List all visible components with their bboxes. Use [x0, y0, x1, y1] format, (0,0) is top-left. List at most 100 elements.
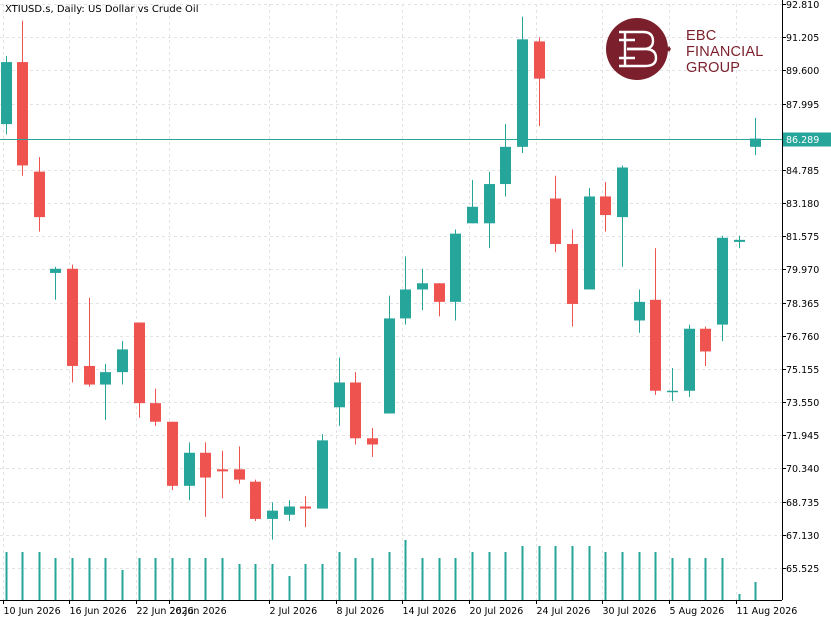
candle-body [334, 382, 345, 408]
candle [217, 450, 228, 499]
x-tick-label: 22 Jun 2026 [137, 606, 194, 617]
y-tick-label: 73.550 [786, 398, 819, 409]
candle-body [267, 510, 278, 519]
y-tick-label: 68.735 [786, 498, 819, 509]
candle [300, 496, 311, 528]
candle [17, 20, 28, 176]
candle [600, 181, 611, 232]
symbol-label: XTIUSD.s, Daily: [5, 4, 85, 15]
candle-body [517, 39, 528, 147]
candle-body [600, 196, 611, 216]
x-tick-label: 5 Aug 2026 [670, 606, 725, 617]
y-tick-label: 81.575 [786, 232, 819, 243]
candle [667, 368, 678, 402]
candle [617, 165, 628, 267]
y-tick-label: 87.995 [786, 100, 819, 111]
candle-body [750, 138, 761, 147]
candle [67, 264, 78, 383]
candle-body [1, 62, 12, 125]
candle-body [650, 299, 661, 391]
candle-body [50, 268, 61, 273]
candle [334, 357, 345, 426]
candle [650, 248, 661, 395]
x-tick-label: 30 Jul 2026 [603, 606, 657, 617]
logo-line-1: EBC [686, 28, 717, 44]
volume-bars [5, 540, 757, 600]
y-tick-label: 67.130 [786, 531, 819, 542]
y-tick-label: 89.600 [786, 66, 819, 77]
candle [400, 256, 411, 325]
candle-body [534, 41, 545, 79]
candle [284, 500, 295, 521]
candle [384, 295, 395, 414]
candle [200, 442, 211, 517]
x-tick-label: 8 Jul 2026 [337, 606, 385, 617]
candle-body [284, 506, 295, 515]
candle [750, 117, 761, 156]
candle-body [467, 206, 478, 224]
candle-body [134, 322, 145, 404]
candle-body [667, 390, 678, 393]
candle [184, 442, 195, 501]
current-price-label: 86.289 [786, 135, 819, 146]
candle [684, 324, 695, 397]
x-tick-label: 10 Jun 2026 [4, 606, 61, 617]
candle-body [400, 289, 411, 319]
candle [117, 341, 128, 385]
y-axis-labels: 92.810 91.205 89.600 87.995 84.785 83.180 81.5… [786, 0, 819, 575]
candle [34, 157, 45, 232]
candle-body [300, 506, 311, 509]
candle [634, 289, 645, 333]
candle-body [634, 301, 645, 321]
x-tick-label: 11 Aug 2026 [737, 606, 798, 617]
x-tick-label: 14 Jul 2026 [403, 606, 457, 617]
candle-body [434, 283, 445, 302]
candle [167, 421, 178, 490]
candle-body [384, 318, 395, 414]
ebc-logo-mark [606, 18, 671, 80]
y-tick-label: 76.760 [786, 332, 819, 343]
y-tick-label: 83.180 [786, 199, 819, 210]
y-tick-label: 84.785 [786, 166, 819, 177]
candle [717, 235, 728, 342]
candle-body [250, 481, 261, 519]
candle-body [367, 438, 378, 445]
candle [84, 297, 95, 387]
logo-line-3: GROUP [686, 60, 741, 76]
candle-body [100, 372, 111, 385]
y-tick-label: 91.205 [786, 33, 819, 44]
candle [534, 37, 545, 127]
candle [467, 179, 478, 224]
current-price-tag [783, 132, 831, 147]
candle-body [234, 469, 245, 480]
candle-body [34, 171, 45, 218]
candle [567, 229, 578, 327]
candle-body [84, 365, 95, 385]
candle-body [450, 233, 461, 302]
candle-body [350, 382, 361, 439]
current-price-line: 86.289 [0, 132, 831, 147]
symbol-description: US Dollar vs Crude Oil [87, 4, 199, 15]
y-tick-label: 75.155 [786, 365, 819, 376]
y-tick-label: 65.525 [786, 564, 819, 575]
candle [517, 16, 528, 154]
chart-grid [0, 4, 782, 600]
candle [450, 229, 461, 321]
candle-body [617, 167, 628, 218]
y-tick-label: 92.810 [786, 0, 819, 11]
candle [1, 55, 12, 135]
candle [484, 171, 495, 249]
candle [234, 446, 245, 484]
candle [267, 502, 278, 540]
candle [500, 124, 511, 197]
candle [550, 175, 561, 253]
x-tick-label: 26 Jun 2026 [170, 606, 227, 617]
candle-body [67, 268, 78, 366]
y-tick-label: 78.365 [786, 299, 819, 310]
candle [250, 479, 261, 521]
candle [100, 363, 111, 420]
candle-body [184, 452, 195, 486]
candle [317, 434, 328, 509]
